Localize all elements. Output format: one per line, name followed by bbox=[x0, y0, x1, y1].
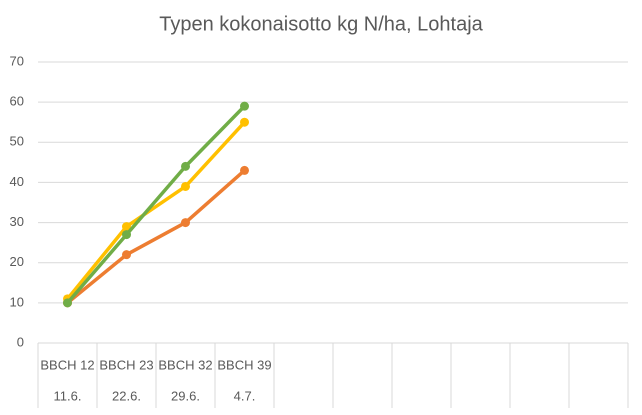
series-marker bbox=[240, 117, 249, 127]
series-marker bbox=[181, 218, 190, 228]
y-tick-label: 60 bbox=[10, 94, 24, 109]
x-tick-label-date: 11.6. bbox=[54, 388, 82, 403]
series-line bbox=[66, 121, 246, 300]
chart-title: Typen kokonaisotto kg N/ha, Lohtaja bbox=[159, 13, 483, 35]
x-tick-label-date: 22.6. bbox=[112, 388, 141, 403]
series-marker bbox=[122, 222, 131, 232]
y-tick-label: 40 bbox=[10, 174, 24, 189]
x-tick-label: BBCH 23 bbox=[99, 357, 153, 372]
x-tick-label: BBCH 12 bbox=[40, 357, 94, 372]
y-tick-label: 50 bbox=[10, 134, 24, 149]
series-marker bbox=[181, 161, 190, 171]
series-marker bbox=[240, 101, 249, 111]
series-marker bbox=[181, 181, 190, 191]
y-tick-label: 0 bbox=[17, 334, 24, 349]
y-tick-label: 70 bbox=[10, 53, 24, 68]
x-tick-label: BBCH 32 bbox=[158, 357, 212, 372]
series-marker bbox=[122, 230, 131, 240]
series-marker bbox=[240, 165, 249, 175]
x-tick-label-date: 4.7. bbox=[234, 388, 256, 403]
y-tick-label: 30 bbox=[10, 214, 24, 229]
x-tick-label-date: 29.6. bbox=[171, 388, 200, 403]
y-tick-label: 10 bbox=[10, 294, 24, 309]
series-line bbox=[66, 169, 246, 305]
x-tick-label: BBCH 39 bbox=[217, 357, 271, 372]
series-marker bbox=[63, 298, 72, 308]
series-marker bbox=[122, 250, 131, 260]
y-tick-label: 20 bbox=[10, 254, 24, 269]
series-line bbox=[66, 104, 246, 305]
